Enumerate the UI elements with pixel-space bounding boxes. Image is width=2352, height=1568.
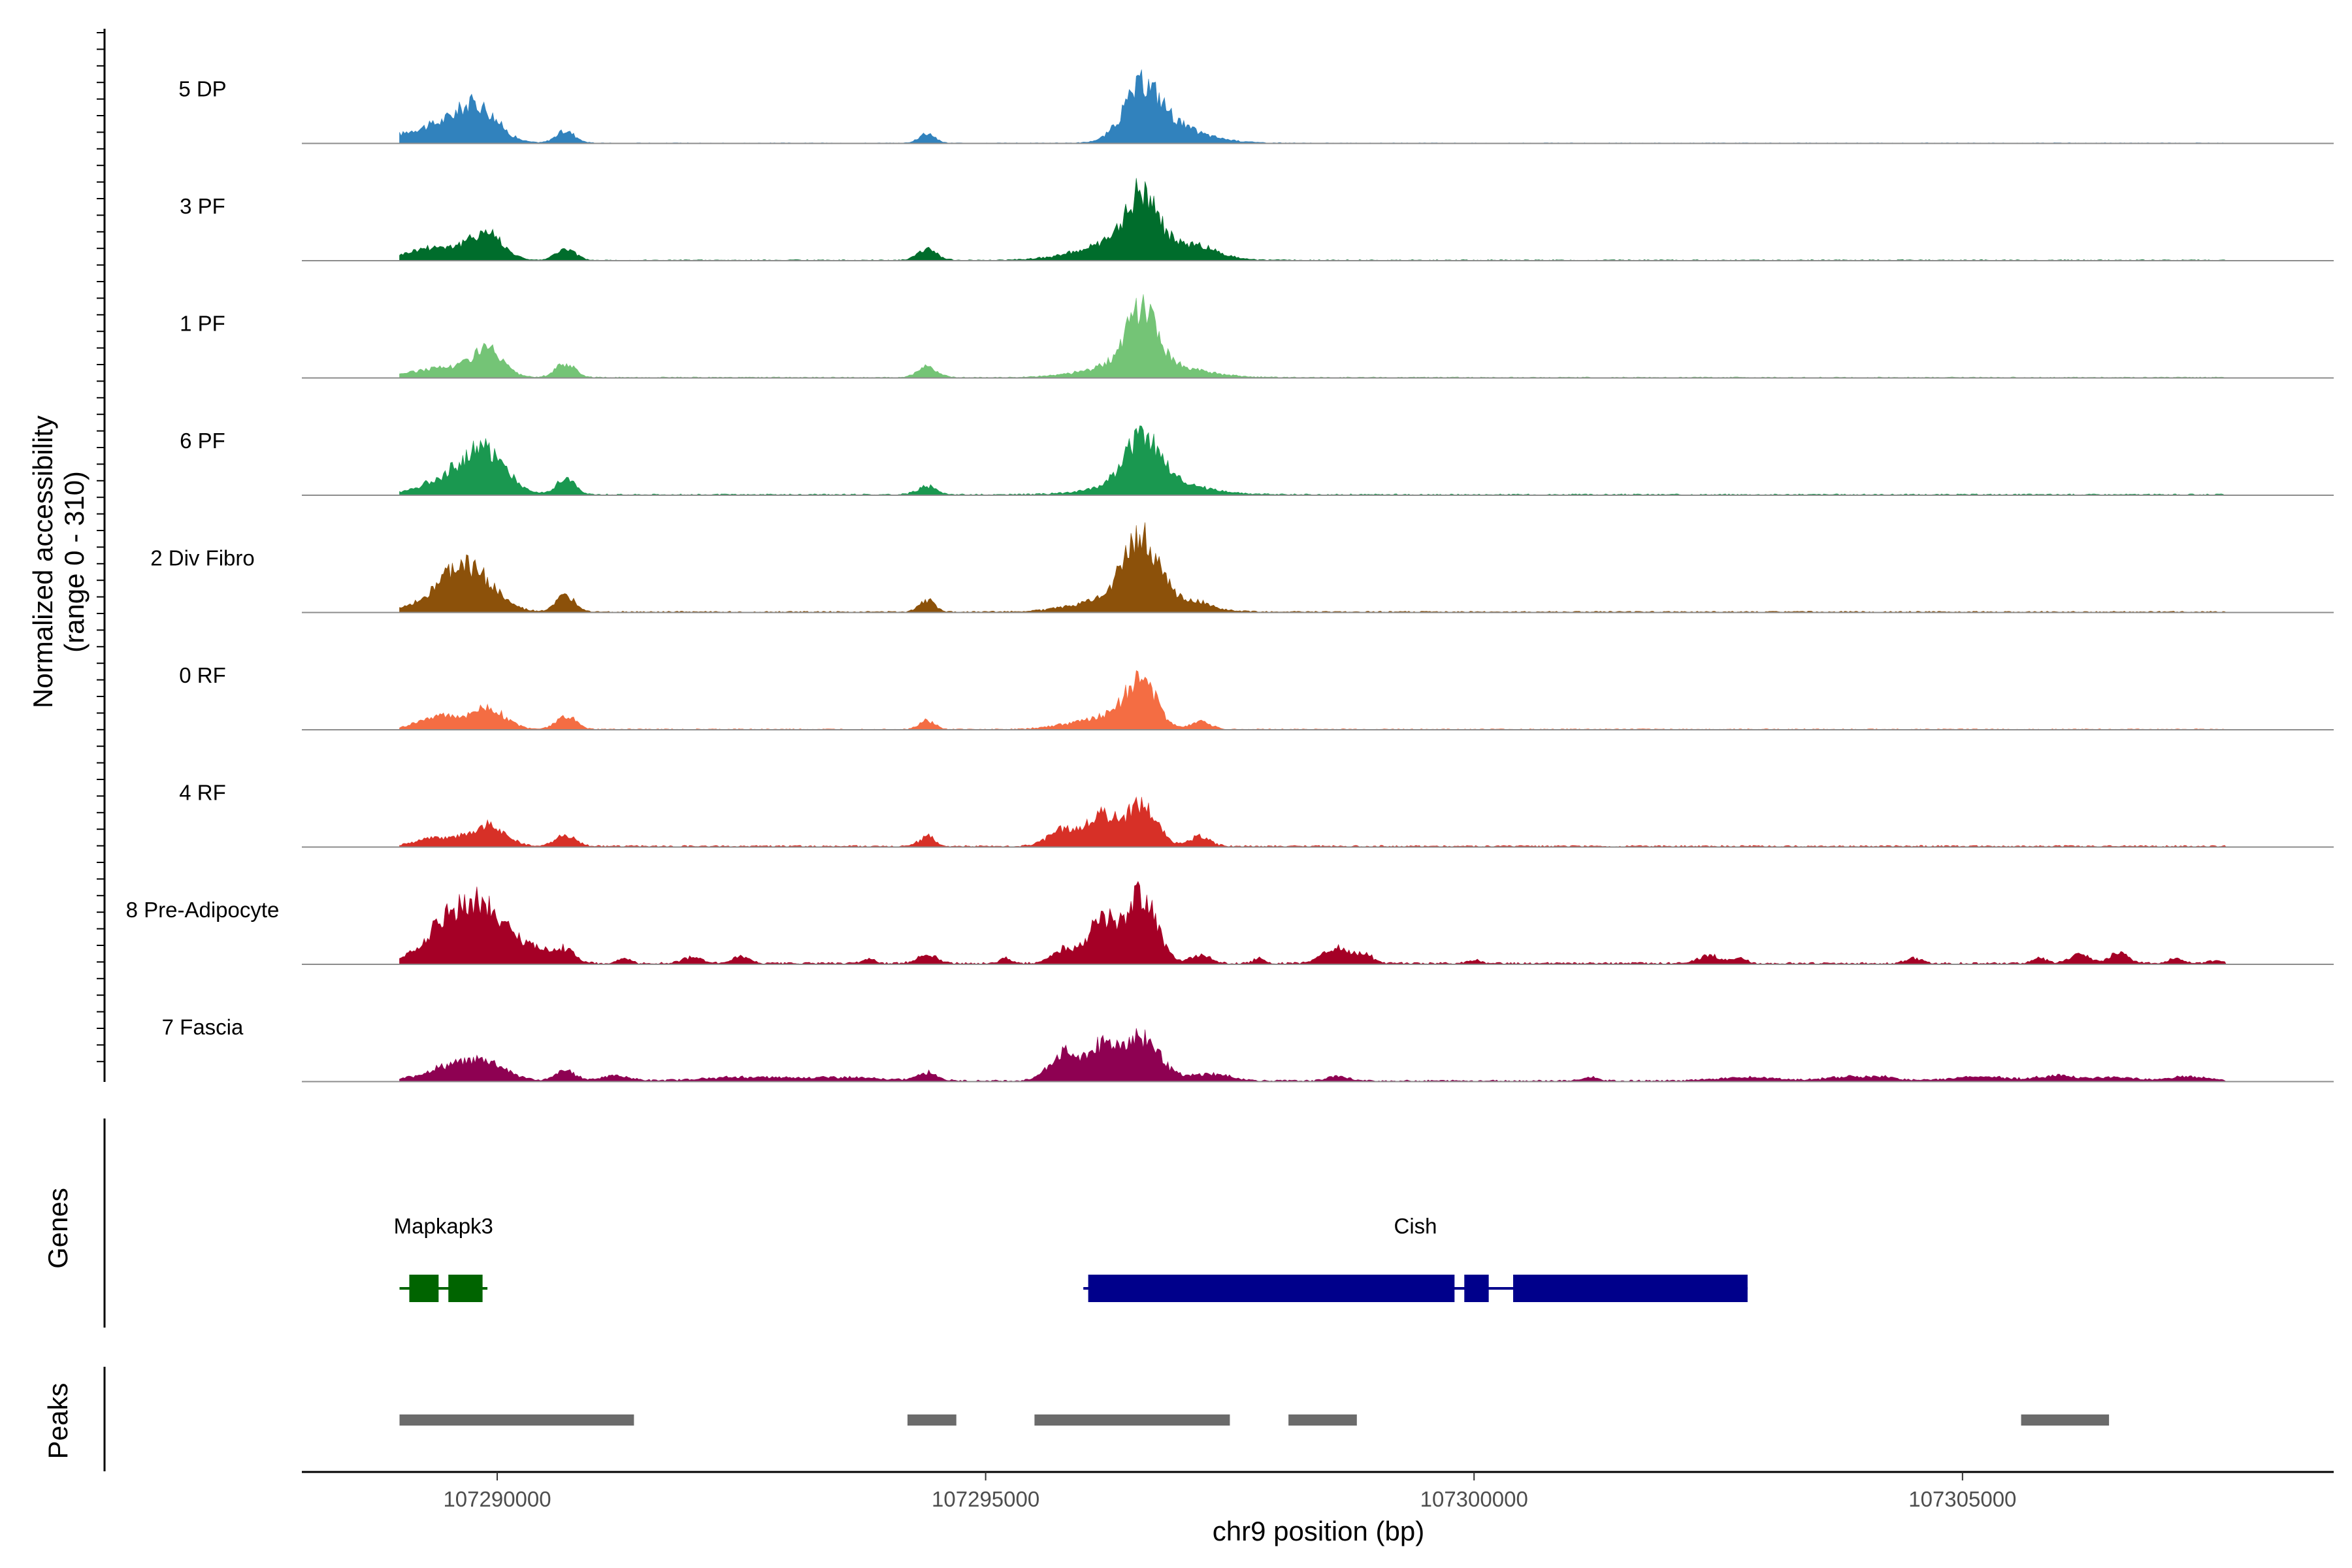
coverage-track: 8 Pre-Adipocyte — [126, 881, 2334, 965]
gene-exon — [1513, 1275, 1748, 1302]
y-axis-title-line1: Normalized accessibility — [27, 416, 58, 708]
peaks-panel — [399, 1414, 2110, 1426]
coverage-track: 7 Fascia — [162, 1015, 2334, 1083]
gene-label: Cish — [1394, 1214, 1437, 1238]
gene-exon — [1464, 1275, 1489, 1302]
peaks-panel-title: Peaks — [42, 1383, 73, 1460]
coverage-area — [399, 294, 2227, 378]
x-tick-label: 107300000 — [1420, 1487, 1528, 1511]
gene-exon — [409, 1275, 439, 1302]
coverage-area — [399, 796, 2227, 847]
coverage-area — [399, 881, 2227, 965]
gene: Cish — [1083, 1214, 1748, 1302]
genes-panel-title: Genes — [42, 1188, 73, 1269]
peak-region — [399, 1414, 634, 1426]
y-axis-title-line2: (range 0 - 310) — [59, 471, 90, 653]
peak-region — [1288, 1414, 1357, 1426]
x-tick-label: 107295000 — [932, 1487, 1039, 1511]
coverage-area — [399, 670, 2227, 730]
gene-label: Mapkapk3 — [394, 1214, 493, 1238]
track-label: 0 RF — [179, 663, 226, 687]
track-label: 3 PF — [180, 194, 225, 218]
track-label: 1 PF — [180, 312, 225, 336]
coverage-area — [399, 1028, 2227, 1082]
coverage-tracks: 5 DP 3 PF 1 PF 6 PF 2 Div Fibro 0 RF 4 RF 8 Pre… — [126, 69, 2334, 1083]
coverage-track: 5 DP — [178, 69, 2334, 144]
track-label: 7 Fascia — [162, 1015, 244, 1039]
gene-exon — [1088, 1275, 1455, 1302]
coverage-track: 3 PF — [180, 178, 2334, 261]
coverage-area — [399, 69, 2227, 144]
x-tick-label: 107290000 — [443, 1487, 551, 1511]
coverage-track: 1 PF — [180, 294, 2334, 379]
gene: Mapkapk3 — [394, 1214, 493, 1302]
coverage-area — [399, 425, 2227, 496]
track-label: 5 DP — [178, 77, 226, 101]
track-label: 8 Pre-Adipocyte — [126, 898, 280, 922]
coverage-area — [399, 522, 2227, 613]
coverage-track: 4 RF — [179, 781, 2334, 848]
coverage-track: 6 PF — [180, 425, 2334, 496]
coverage-area — [399, 178, 2227, 261]
peak-region — [907, 1414, 956, 1426]
peak-region — [1034, 1414, 1230, 1426]
track-label: 2 Div Fibro — [150, 546, 255, 570]
genes-panel: Mapkapk3 Cish — [394, 1214, 1748, 1302]
peak-region — [2021, 1414, 2110, 1426]
coverage-track: 2 Div Fibro — [150, 522, 2334, 613]
track-label: 4 RF — [179, 781, 226, 805]
track-label: 6 PF — [180, 429, 225, 453]
x-axis-title: chr9 position (bp) — [1213, 1516, 1425, 1546]
coverage-track: 0 RF — [179, 663, 2334, 730]
x-tick-label: 107305000 — [1908, 1487, 2016, 1511]
axes: 107290000 107295000 107300000 107305000 — [97, 29, 2334, 1511]
gene-exon — [448, 1275, 483, 1302]
